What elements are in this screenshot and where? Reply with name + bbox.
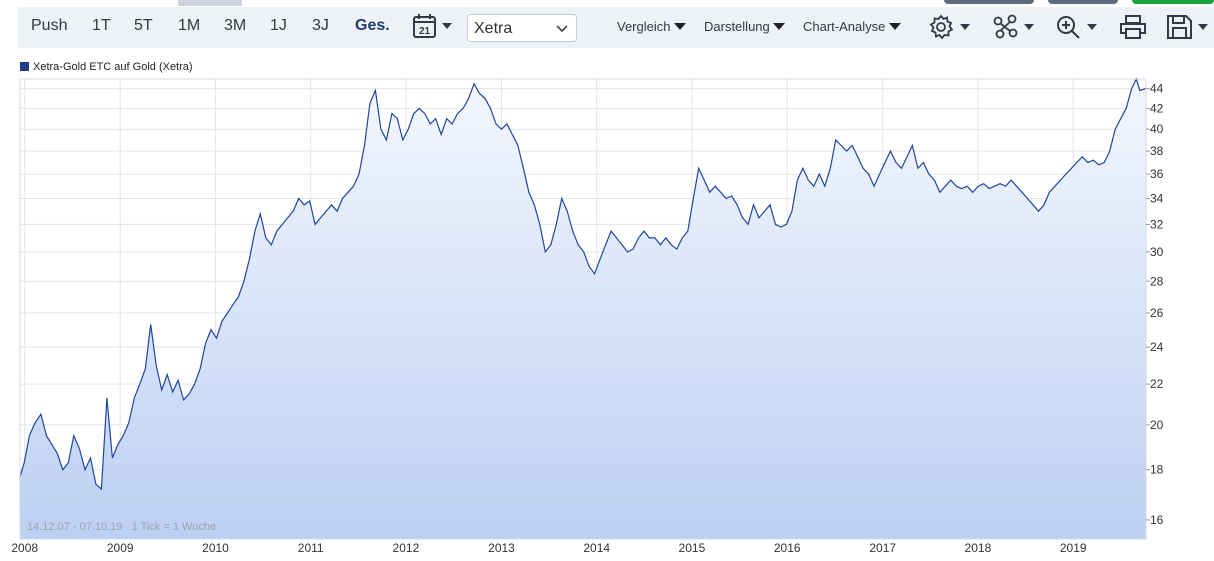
- y-tick-label: 24: [1150, 340, 1164, 354]
- tab-1t[interactable]: 1T: [92, 17, 111, 34]
- tab-3m[interactable]: 3M: [224, 17, 247, 34]
- caret-down-icon: [889, 23, 901, 30]
- menu-darstellung[interactable]: Darstellung: [704, 19, 786, 34]
- menu-chart-analyse-label: Chart-Analyse: [803, 19, 886, 34]
- x-tick-label: 2013: [488, 541, 515, 555]
- x-tick-label: 2019: [1060, 541, 1087, 555]
- y-tick-label: 44: [1150, 82, 1164, 96]
- caret-down-icon: [674, 23, 687, 30]
- save-icon[interactable]: [1166, 13, 1212, 46]
- legend-swatch: [20, 62, 29, 71]
- exchange-value: Xetra: [474, 20, 513, 37]
- x-tick-label: 2017: [869, 541, 896, 555]
- x-tick-label: 2009: [107, 541, 134, 555]
- exchange-select[interactable]: Xetra: [467, 14, 577, 42]
- x-tick-label: 2015: [679, 541, 706, 555]
- top-button-green[interactable]: [1132, 0, 1214, 4]
- tab-1j[interactable]: 1J: [270, 17, 287, 34]
- x-tick-label: 2010: [202, 541, 229, 555]
- y-tick-label: 26: [1150, 306, 1164, 320]
- x-tick-label: 2011: [298, 541, 324, 555]
- y-tick-label: 36: [1150, 167, 1164, 181]
- tab-5t[interactable]: 5T: [134, 17, 153, 34]
- top-button-grey-1[interactable]: [944, 0, 1034, 4]
- tab-push[interactable]: Push: [31, 17, 68, 34]
- menu-vergleich[interactable]: Vergleich: [617, 19, 687, 34]
- print-icon[interactable]: [1119, 13, 1147, 46]
- y-tick-label: 28: [1150, 274, 1164, 288]
- x-tick-label: 2012: [393, 541, 420, 555]
- series-area: [20, 79, 1146, 539]
- calendar-day-text: 21: [419, 26, 431, 37]
- y-tick-label: 30: [1150, 245, 1164, 259]
- caret-down-icon: [773, 23, 786, 30]
- y-tick-label: 16: [1150, 513, 1164, 527]
- active-tab-indicator: [178, 0, 242, 6]
- series-line: [19, 77, 1147, 491]
- calendar-icon[interactable]: 21: [412, 13, 460, 46]
- settings-icon[interactable]: [928, 13, 974, 46]
- plot-frame: [19, 78, 1147, 540]
- tab-1m[interactable]: 1M: [178, 17, 201, 34]
- y-axis: 16 18 20 22 24 26 28 30 32 34 36 38 40 42 44: [1146, 82, 1164, 527]
- x-tick-label: 2014: [583, 541, 610, 555]
- tick-interval: 1 Tick = 1 Woche: [131, 521, 217, 533]
- zoom-icon[interactable]: [1055, 13, 1101, 46]
- chart-toolbar: Push 1T 5T 1M 3M 1J 3J Ges. 21 Xetra Ver…: [0, 0, 1214, 50]
- y-tick-label: 42: [1150, 101, 1164, 115]
- y-tick-label: 20: [1150, 418, 1164, 432]
- top-button-grey-2[interactable]: [1048, 0, 1118, 4]
- x-axis: 2008 2009 2010 2011 2012 2013 2014 2015 2016 2017…: [11, 541, 1087, 555]
- y-tick-label: 32: [1150, 217, 1164, 231]
- y-tick-label: 18: [1150, 463, 1164, 477]
- chart-legend: Xetra-Gold ETC auf Gold (Xetra): [20, 61, 193, 73]
- menu-vergleich-label: Vergleich: [617, 19, 671, 34]
- menu-chart-analyse[interactable]: Chart-Analyse: [803, 19, 901, 34]
- tab-gesamt[interactable]: Ges.: [355, 17, 390, 34]
- indicators-icon[interactable]: [992, 13, 1038, 46]
- period-info: 14.12.07 - 07.10.19 1 Tick = 1 Woche: [27, 521, 216, 533]
- y-tick-label: 22: [1150, 377, 1164, 391]
- menu-darstellung-label: Darstellung: [704, 19, 770, 34]
- x-tick-label: 2008: [11, 541, 38, 555]
- toolbar-background: [18, 7, 1214, 48]
- period-range: 14.12.07 - 07.10.19: [27, 521, 123, 533]
- legend-label: Xetra-Gold ETC auf Gold (Xetra): [33, 61, 193, 73]
- chevron-down-icon: [556, 25, 568, 33]
- y-tick-label: 40: [1150, 122, 1164, 136]
- y-tick-label: 38: [1150, 144, 1164, 158]
- x-tick-label: 2018: [965, 541, 992, 555]
- x-tick-label: 2016: [774, 541, 801, 555]
- y-tick-label: 34: [1150, 192, 1164, 206]
- tab-3j[interactable]: 3J: [312, 17, 329, 34]
